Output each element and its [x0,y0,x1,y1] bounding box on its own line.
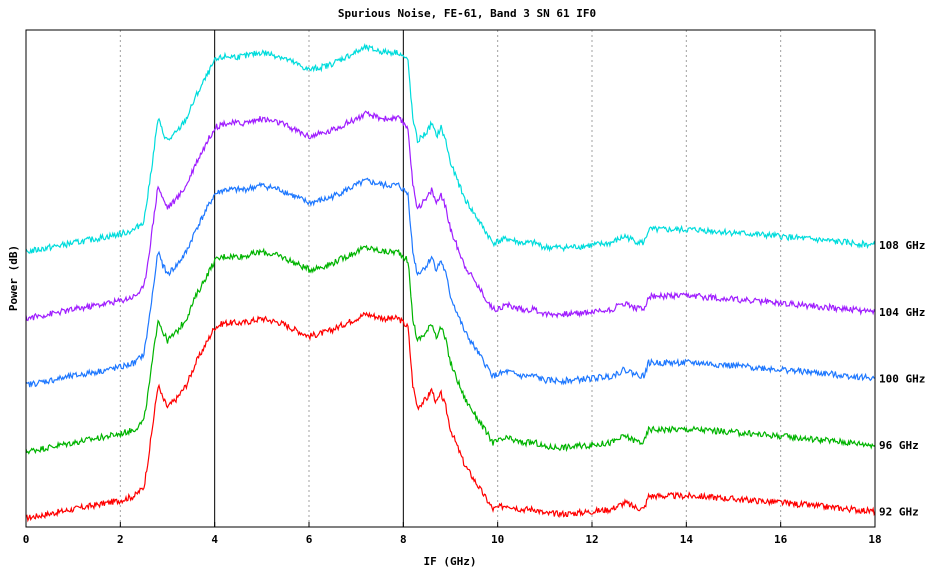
series-label: 108 GHz [879,239,925,252]
series-group [25,43,876,523]
series-label: 100 GHz [879,372,925,385]
series-line [25,110,876,322]
y-axis-label: Power (dB) [7,245,20,311]
reference-lines [214,30,404,527]
x-axis-label: IF (GHz) [424,555,477,568]
x-tick-label: 2 [117,533,124,546]
series-line [25,311,876,523]
x-tick-label: 12 [585,533,598,546]
x-ticks: 0 2 4 6 8 10 12 14 16 18 [23,522,882,546]
x-tick-label: 8 [400,533,407,546]
x-tick-label: 18 [868,533,881,546]
grid [119,30,782,527]
series-line [25,43,876,254]
x-tick-label: 10 [491,533,504,546]
x-tick-label: 4 [211,533,218,546]
x-tick-label: 6 [306,533,313,546]
chart-title: Spurious Noise, FE-61, Band 3 SN 61 IF0 [338,7,596,20]
x-tick-label: 16 [774,533,788,546]
series-label: 104 GHz [879,306,925,319]
series-label: 92 GHz [879,505,919,518]
plot-frame [25,29,876,528]
x-tick-label: 14 [680,533,694,546]
series-line [25,177,876,388]
series-labels: 92 GHz 96 GHz 100 GHz 104 GHz 108 GHz [879,239,925,518]
x-tick-label: 0 [23,533,30,546]
series-line [25,244,876,455]
series-label: 96 GHz [879,439,919,452]
